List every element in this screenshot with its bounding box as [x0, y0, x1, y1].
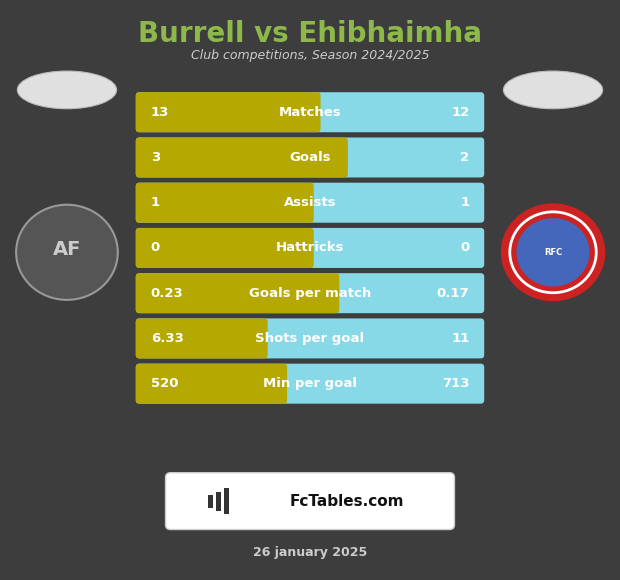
- Circle shape: [502, 205, 604, 300]
- FancyBboxPatch shape: [136, 364, 287, 404]
- Circle shape: [16, 205, 118, 300]
- Bar: [208, 495, 213, 508]
- Text: 0: 0: [460, 241, 469, 255]
- FancyBboxPatch shape: [136, 228, 314, 268]
- Text: Assists: Assists: [284, 196, 336, 209]
- FancyBboxPatch shape: [136, 228, 484, 268]
- Ellipse shape: [503, 71, 603, 109]
- Text: 0.17: 0.17: [436, 287, 469, 300]
- Text: RFC: RFC: [544, 248, 562, 257]
- Text: 1: 1: [460, 196, 469, 209]
- Text: 0: 0: [151, 241, 160, 255]
- Text: Goals per match: Goals per match: [249, 287, 371, 300]
- Text: 2: 2: [460, 151, 469, 164]
- Bar: [224, 488, 229, 514]
- Text: 0.23: 0.23: [151, 287, 184, 300]
- Text: Min per goal: Min per goal: [263, 377, 357, 390]
- Text: Hattricks: Hattricks: [276, 241, 344, 255]
- FancyBboxPatch shape: [136, 318, 484, 358]
- Text: 26 january 2025: 26 january 2025: [253, 546, 367, 559]
- Text: 3: 3: [151, 151, 160, 164]
- FancyBboxPatch shape: [136, 137, 348, 177]
- Ellipse shape: [17, 71, 117, 109]
- Text: Matches: Matches: [278, 106, 342, 119]
- FancyBboxPatch shape: [136, 92, 321, 132]
- Text: Burrell vs Ehibhaimha: Burrell vs Ehibhaimha: [138, 20, 482, 48]
- Text: 6.33: 6.33: [151, 332, 184, 345]
- FancyBboxPatch shape: [136, 92, 484, 132]
- Circle shape: [516, 218, 590, 287]
- Text: AF: AF: [53, 240, 81, 259]
- FancyBboxPatch shape: [136, 364, 484, 404]
- Text: 12: 12: [451, 106, 469, 119]
- FancyBboxPatch shape: [136, 318, 268, 358]
- Text: 1: 1: [151, 196, 160, 209]
- Text: 11: 11: [451, 332, 469, 345]
- FancyBboxPatch shape: [136, 137, 484, 177]
- Text: FcTables.com: FcTables.com: [290, 494, 404, 509]
- FancyBboxPatch shape: [136, 183, 484, 223]
- Text: 713: 713: [442, 377, 469, 390]
- FancyBboxPatch shape: [136, 183, 314, 223]
- FancyBboxPatch shape: [136, 273, 339, 313]
- FancyBboxPatch shape: [166, 473, 454, 530]
- FancyBboxPatch shape: [136, 273, 484, 313]
- Text: Goals: Goals: [289, 151, 331, 164]
- Text: 13: 13: [151, 106, 169, 119]
- Text: 520: 520: [151, 377, 178, 390]
- Text: Club competitions, Season 2024/2025: Club competitions, Season 2024/2025: [191, 49, 429, 62]
- Bar: [216, 491, 221, 510]
- Text: Shots per goal: Shots per goal: [255, 332, 365, 345]
